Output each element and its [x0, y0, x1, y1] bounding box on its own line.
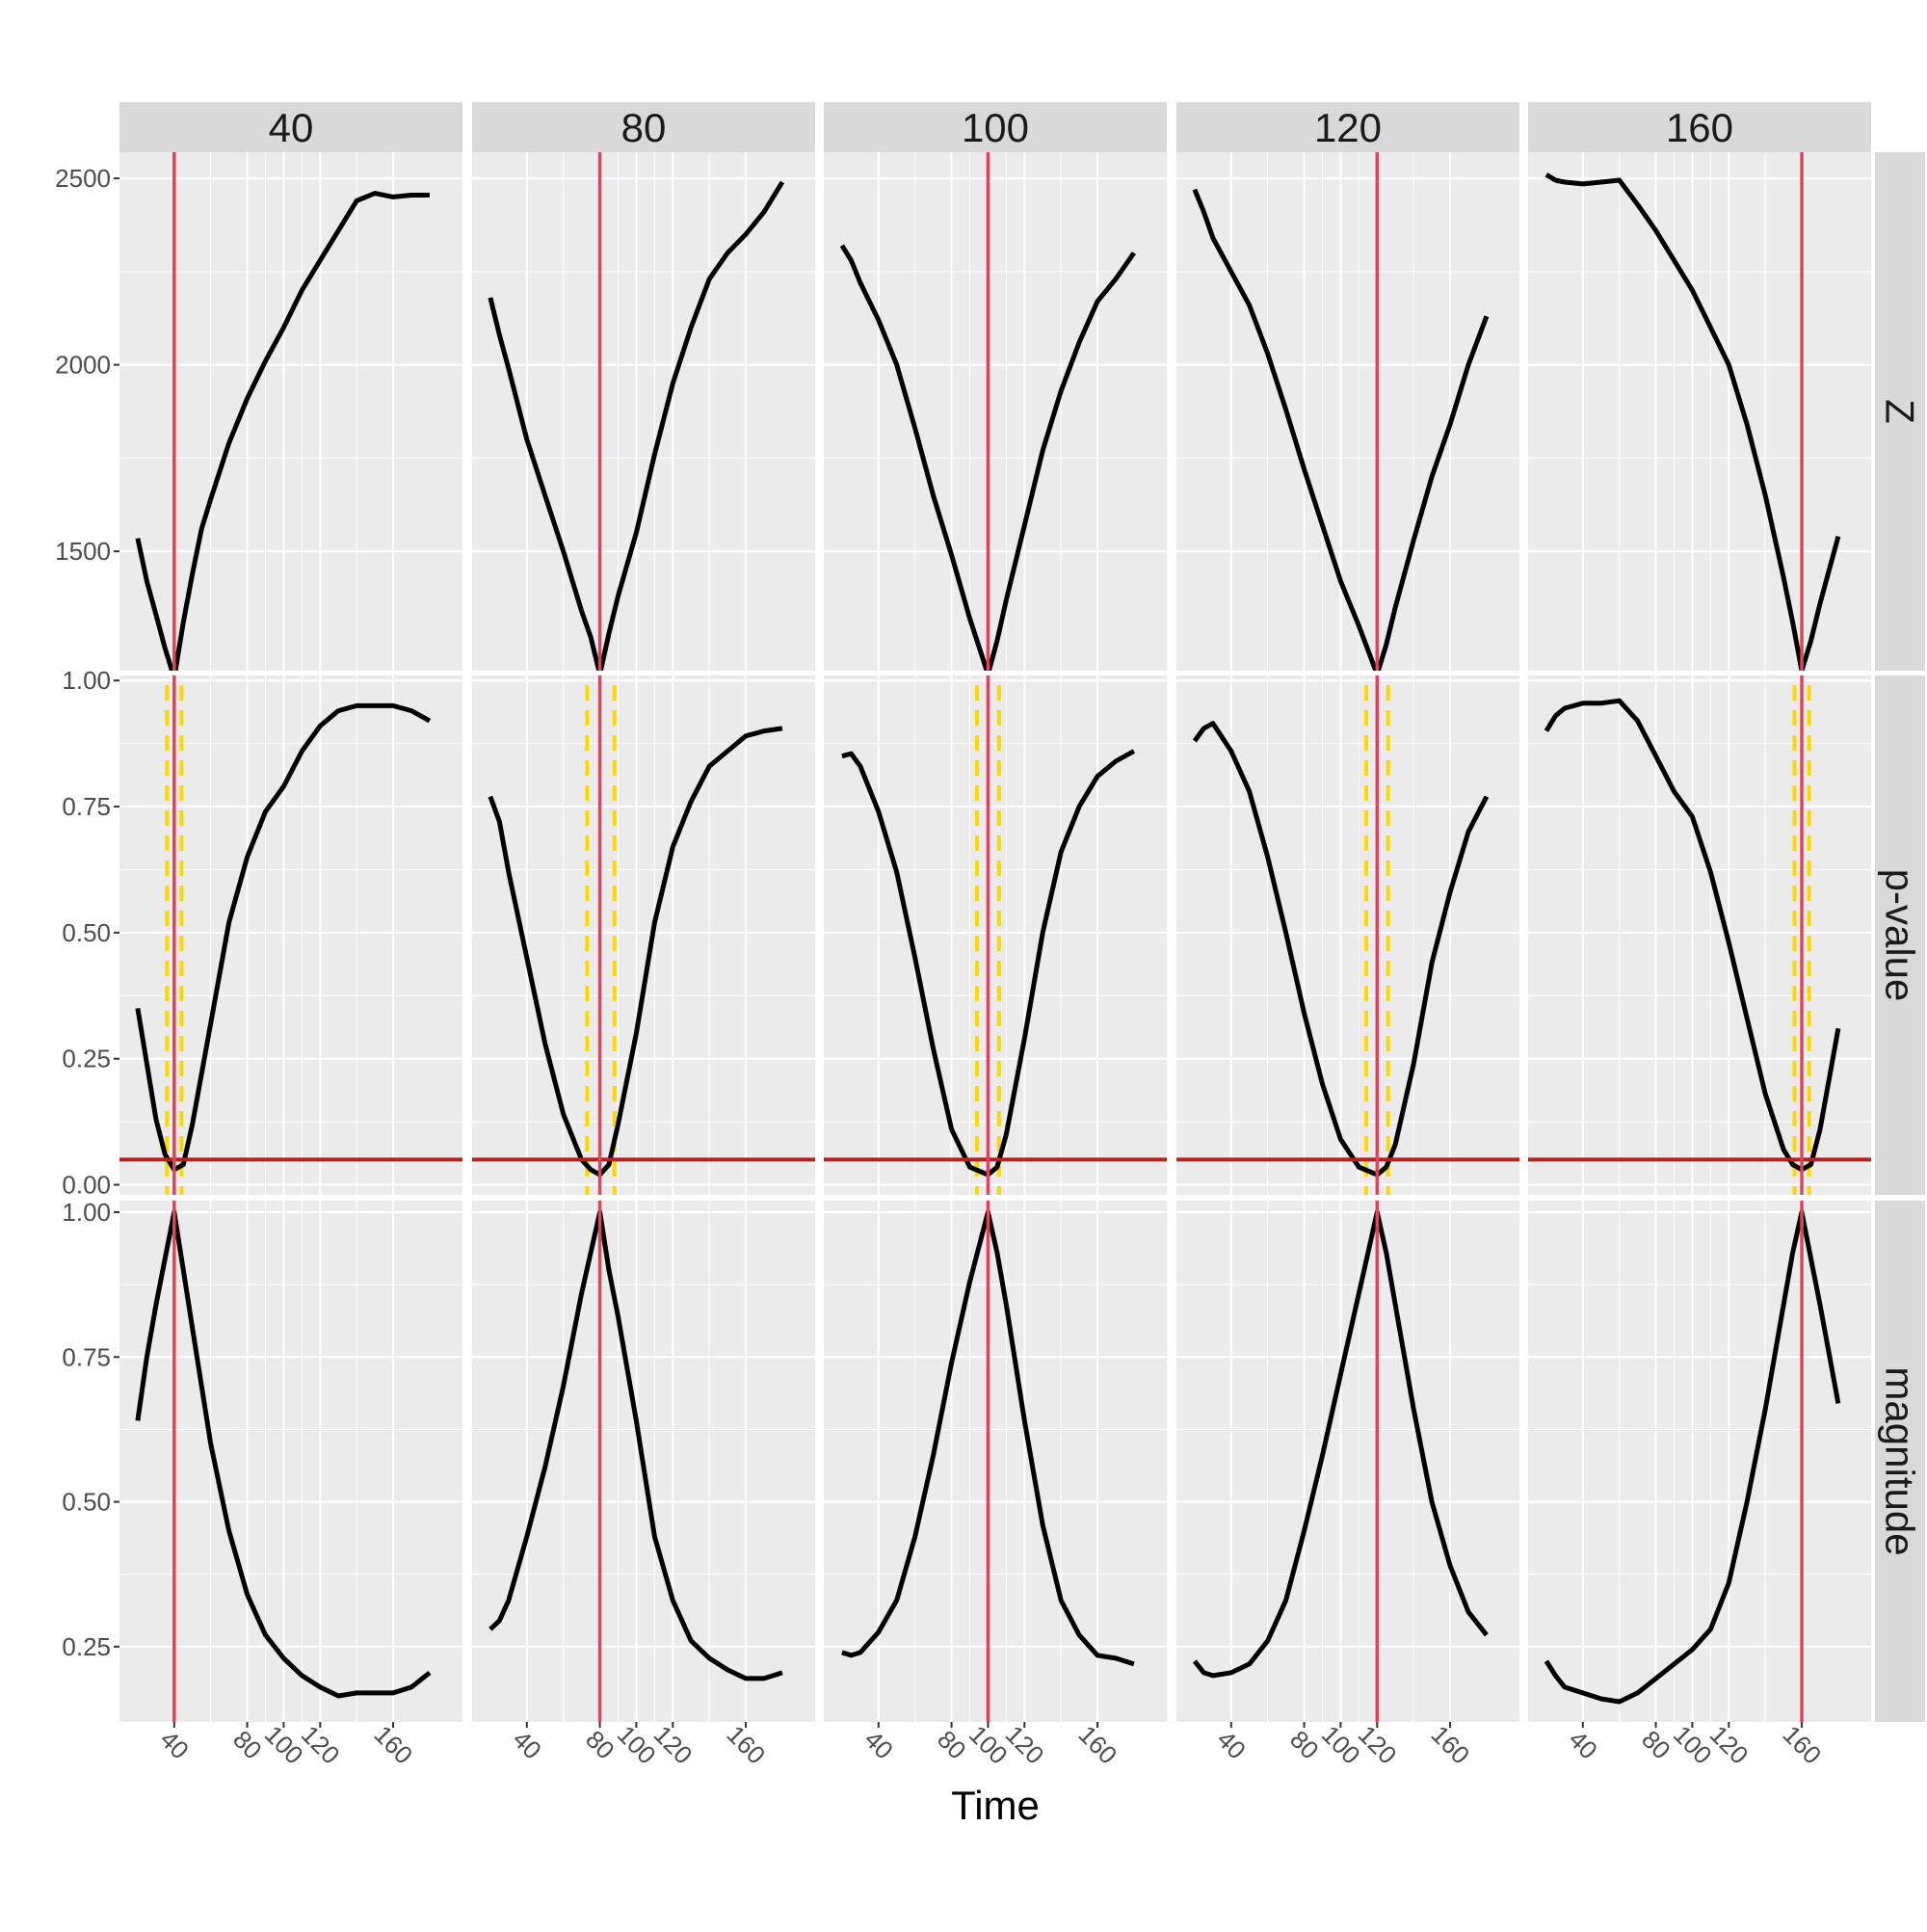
panel-background — [119, 1201, 462, 1722]
row-strip-magnitude — [1875, 1201, 1925, 1722]
y-tick-label-p-value: 0.75 — [62, 792, 111, 821]
panel-Z-100 — [824, 152, 1167, 671]
x-tick-label: 40 — [154, 1725, 195, 1765]
x-tick-label: 160 — [721, 1720, 771, 1770]
row-strip-label-magnitude: magnitude — [1878, 1366, 1923, 1555]
panel-magnitude-80 — [472, 1201, 815, 1722]
series-line-p-value — [1192, 721, 1490, 1178]
panel-background — [1176, 152, 1519, 671]
column-strip-40 — [119, 102, 462, 152]
panel-p-value-160 — [1528, 675, 1871, 1195]
column-strip-label-100: 100 — [962, 105, 1029, 150]
column-strip-label-120: 120 — [1314, 105, 1382, 150]
panel-background — [119, 675, 462, 1195]
panel-background — [1176, 1201, 1519, 1722]
x-tick-label: 160 — [1425, 1720, 1475, 1770]
panel-p-value-40 — [119, 675, 462, 1195]
panel-p-value-100 — [824, 675, 1167, 1195]
panel-Z-80 — [472, 152, 815, 671]
panel-background — [824, 152, 1167, 671]
row-strip-Z — [1875, 152, 1925, 671]
panel-magnitude-100 — [824, 1201, 1167, 1722]
panel-background — [472, 152, 815, 671]
x-tick-label: 40 — [1563, 1725, 1603, 1765]
y-tick-label-p-value: 1.00 — [62, 666, 111, 695]
x-tick-label: 40 — [858, 1725, 899, 1765]
panel-magnitude-40 — [119, 1201, 462, 1722]
panel-background — [472, 675, 815, 1195]
series-line-Z — [135, 191, 430, 671]
column-strip-label-160: 160 — [1666, 105, 1733, 150]
series-line-magnitude — [488, 1209, 783, 1681]
panel-background — [119, 152, 462, 671]
panel-background — [1528, 675, 1871, 1195]
y-tick-label-magnitude: 0.75 — [62, 1342, 111, 1371]
x-tick-label: 120 — [1353, 1720, 1403, 1770]
row-strip-label-Z: Z — [1878, 399, 1923, 424]
series-line-magnitude — [135, 1209, 432, 1699]
panel-magnitude-120 — [1176, 1201, 1519, 1722]
panel-p-value-80 — [472, 675, 815, 1195]
panel-Z-40 — [119, 152, 462, 671]
x-tick-label: 160 — [1777, 1720, 1827, 1770]
x-tick-label: 80 — [932, 1725, 972, 1765]
y-tick-label-Z: 2000 — [55, 351, 111, 380]
panel-Z-120 — [1176, 152, 1519, 671]
series-line-magnitude — [1192, 1209, 1489, 1679]
x-tick-label: 40 — [507, 1725, 547, 1765]
x-tick-label: 80 — [1636, 1725, 1676, 1765]
panel-p-value-120 — [1176, 675, 1519, 1195]
panel-background — [1528, 152, 1871, 671]
panel-background — [1176, 675, 1519, 1195]
y-tick-label-p-value: 0.50 — [62, 918, 111, 947]
y-tick-label-magnitude: 0.50 — [62, 1488, 111, 1517]
row-strip-label-p-value: p-value — [1878, 869, 1923, 1002]
panel-background — [824, 1201, 1167, 1722]
series-line-p-value — [488, 726, 783, 1178]
column-strip-label-40: 40 — [269, 105, 314, 150]
column-strip-100 — [824, 102, 1167, 152]
y-tick-label-magnitude: 0.25 — [62, 1632, 111, 1661]
x-tick-label: 120 — [648, 1720, 699, 1770]
y-tick-label-magnitude: 1.00 — [62, 1198, 111, 1227]
column-strip-120 — [1176, 102, 1519, 152]
x-tick-label: 120 — [1000, 1720, 1050, 1770]
x-tick-label: 160 — [1072, 1720, 1122, 1770]
panel-background — [1528, 1201, 1871, 1722]
row-strip-p-value — [1875, 675, 1925, 1195]
panel-magnitude-160 — [1528, 1201, 1871, 1722]
x-tick-label: 40 — [1211, 1725, 1252, 1765]
panel-background — [824, 675, 1167, 1195]
x-tick-label: 160 — [368, 1720, 418, 1770]
x-tick-label: 80 — [580, 1725, 620, 1765]
column-strip-80 — [472, 102, 815, 152]
y-tick-label-p-value: 0.25 — [62, 1045, 111, 1073]
x-tick-label: 80 — [1284, 1725, 1325, 1765]
column-strip-160 — [1528, 102, 1871, 152]
y-tick-label-Z: 1500 — [55, 537, 111, 566]
x-axis-title: Time — [951, 1783, 1040, 1828]
x-tick-label: 80 — [227, 1725, 268, 1765]
panel-Z-160 — [1528, 152, 1871, 671]
series-line-Z — [1192, 188, 1490, 671]
y-tick-label-p-value: 0.00 — [62, 1171, 111, 1200]
column-strip-label-80: 80 — [621, 105, 667, 150]
y-tick-label-Z: 2500 — [55, 164, 111, 193]
series-line-Z — [839, 244, 1136, 671]
x-tick-label: 120 — [1704, 1720, 1755, 1770]
series-line-Z — [488, 180, 785, 671]
x-tick-label: 120 — [296, 1720, 346, 1770]
